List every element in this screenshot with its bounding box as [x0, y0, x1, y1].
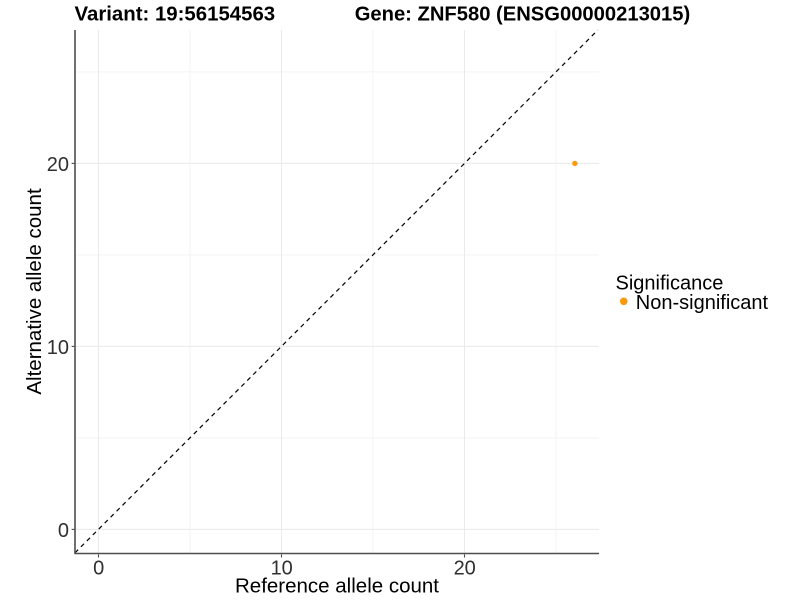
- svg-text:Variant: 19:56154563: Variant: 19:56154563: [75, 4, 276, 26]
- svg-text:Gene: ZNF580 (ENSG00000213015): Gene: ZNF580 (ENSG00000213015): [355, 4, 691, 26]
- svg-text:Significance: Significance: [616, 272, 724, 294]
- svg-text:0: 0: [58, 520, 69, 542]
- svg-text:Alternative allele count: Alternative allele count: [23, 188, 46, 395]
- svg-text:20: 20: [454, 557, 476, 579]
- svg-text:10: 10: [47, 337, 69, 359]
- svg-text:20: 20: [47, 154, 69, 176]
- svg-text:Non-significant: Non-significant: [636, 292, 769, 314]
- svg-text:0: 0: [93, 557, 104, 579]
- svg-text:Reference allele count: Reference allele count: [235, 575, 439, 598]
- svg-text:10: 10: [271, 557, 293, 579]
